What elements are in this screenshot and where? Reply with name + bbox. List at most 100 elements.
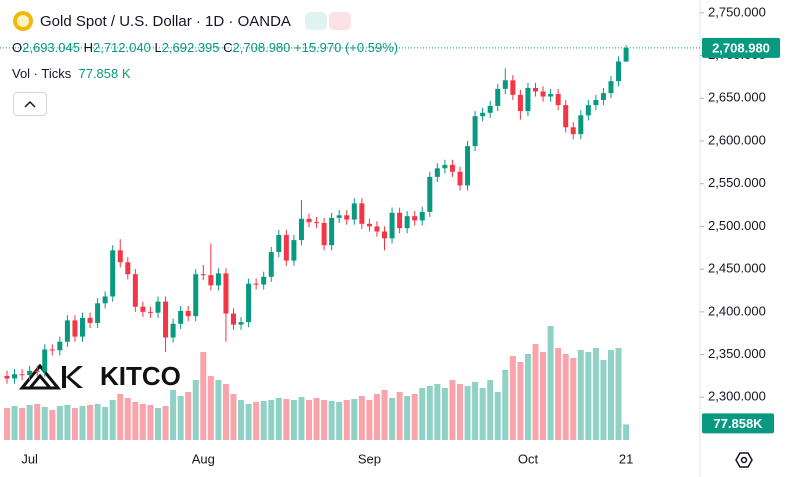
- ohlc-key: C: [223, 40, 233, 55]
- candle-body: [132, 274, 138, 307]
- volume-bar: [592, 348, 599, 440]
- candle-body: [238, 322, 244, 325]
- volume-label: Vol · Ticks: [12, 66, 72, 81]
- volume-bar: [207, 376, 214, 440]
- last-price-label: 2,708.980: [712, 40, 770, 55]
- candle-body: [389, 212, 395, 239]
- volume-bar: [71, 408, 78, 440]
- volume-bar: [215, 380, 222, 440]
- volume-bar: [532, 344, 539, 440]
- volume-bar: [623, 424, 630, 440]
- volume-bar: [49, 410, 56, 440]
- x-tick-label: Aug: [192, 451, 215, 466]
- volume-bar: [192, 380, 199, 440]
- settings-icon[interactable]: [735, 452, 753, 468]
- collapse-button[interactable]: [13, 92, 47, 116]
- volume-bar: [275, 398, 282, 440]
- volume-bar: [434, 384, 441, 440]
- candle-body: [600, 93, 606, 100]
- candle-body: [72, 320, 78, 337]
- volume-bar: [351, 399, 358, 440]
- candle-body: [223, 273, 229, 314]
- candle-body: [178, 310, 184, 324]
- candle-body: [34, 370, 40, 372]
- volume-bar: [79, 406, 86, 440]
- volume-bar: [313, 398, 320, 440]
- candle-body: [351, 203, 357, 220]
- candle-body: [246, 283, 252, 323]
- candle-body: [563, 105, 569, 128]
- ohlc-value: 2,692.395: [161, 40, 220, 55]
- volume-bar: [245, 404, 252, 440]
- candle-body: [117, 250, 123, 263]
- volume-bar: [464, 386, 471, 440]
- volume-bar: [343, 400, 350, 440]
- candle-body: [19, 374, 25, 376]
- candle-body: [548, 93, 554, 97]
- candle-body: [540, 91, 546, 97]
- candle-body: [382, 231, 387, 239]
- candle-body: [502, 80, 508, 89]
- volume-bar: [585, 352, 592, 440]
- volume-bar: [494, 392, 501, 440]
- volume-bar: [260, 401, 267, 440]
- candle-body: [314, 222, 320, 224]
- candle-body: [510, 80, 516, 95]
- candle-body: [344, 215, 350, 220]
- candle-body: [555, 93, 561, 106]
- candle-body: [517, 94, 523, 112]
- volume-bar: [449, 380, 456, 440]
- volume-bar: [524, 354, 531, 440]
- watermark: KITCO: [100, 361, 181, 391]
- candle-body: [291, 240, 297, 261]
- volume-bar: [109, 400, 116, 440]
- volume-bar: [94, 404, 101, 440]
- candle-body: [253, 283, 259, 285]
- volume-bar: [419, 388, 426, 440]
- candle-body: [49, 349, 55, 351]
- volume-bar: [139, 404, 146, 440]
- candle-body: [42, 349, 48, 372]
- volume-bar: [230, 394, 237, 440]
- candle-body: [495, 88, 501, 106]
- candle-body: [336, 215, 342, 218]
- candle-body: [487, 105, 493, 113]
- volume-bar: [298, 397, 305, 440]
- candle-body: [306, 218, 312, 223]
- volume-bar: [56, 406, 63, 440]
- status-pill[interactable]: [304, 12, 351, 30]
- candle-body: [480, 112, 486, 117]
- volume-bar: [411, 394, 418, 440]
- volume-bar: [321, 400, 328, 440]
- change: +15.970 (+0.59%): [294, 40, 399, 55]
- candle-body: [442, 164, 448, 169]
- candle-body: [472, 116, 478, 147]
- volume-value: 77.858 K: [78, 66, 131, 81]
- candle-body: [57, 341, 63, 351]
- candle-body: [359, 203, 365, 224]
- volume-legend: Vol · Ticks 77.858 K: [12, 66, 131, 81]
- symbol-icon: [13, 11, 33, 31]
- candle-body: [87, 317, 93, 323]
- candle-body: [193, 274, 199, 317]
- volume-bar: [457, 384, 463, 440]
- candle-body: [465, 146, 471, 186]
- ohlc-key: H: [83, 40, 93, 55]
- candle-body: [397, 212, 403, 229]
- candle-body: [163, 301, 169, 338]
- candle-body: [419, 211, 425, 221]
- volume-bar: [426, 386, 433, 440]
- candle-body: [268, 252, 274, 277]
- candle-body: [64, 320, 70, 342]
- candle-body: [261, 276, 267, 285]
- header: Gold Spot / U.S. Dollar · 1D · OANDA: [12, 10, 351, 32]
- volume-bar: [509, 356, 516, 440]
- volume-bar: [517, 362, 524, 440]
- volume-bar: [26, 405, 33, 440]
- candle-body: [585, 105, 591, 116]
- y-tick-label: 2,300.000: [708, 389, 766, 404]
- title: Gold Spot / U.S. Dollar · 1D · OANDA: [40, 12, 291, 30]
- volume-bar: [253, 402, 260, 440]
